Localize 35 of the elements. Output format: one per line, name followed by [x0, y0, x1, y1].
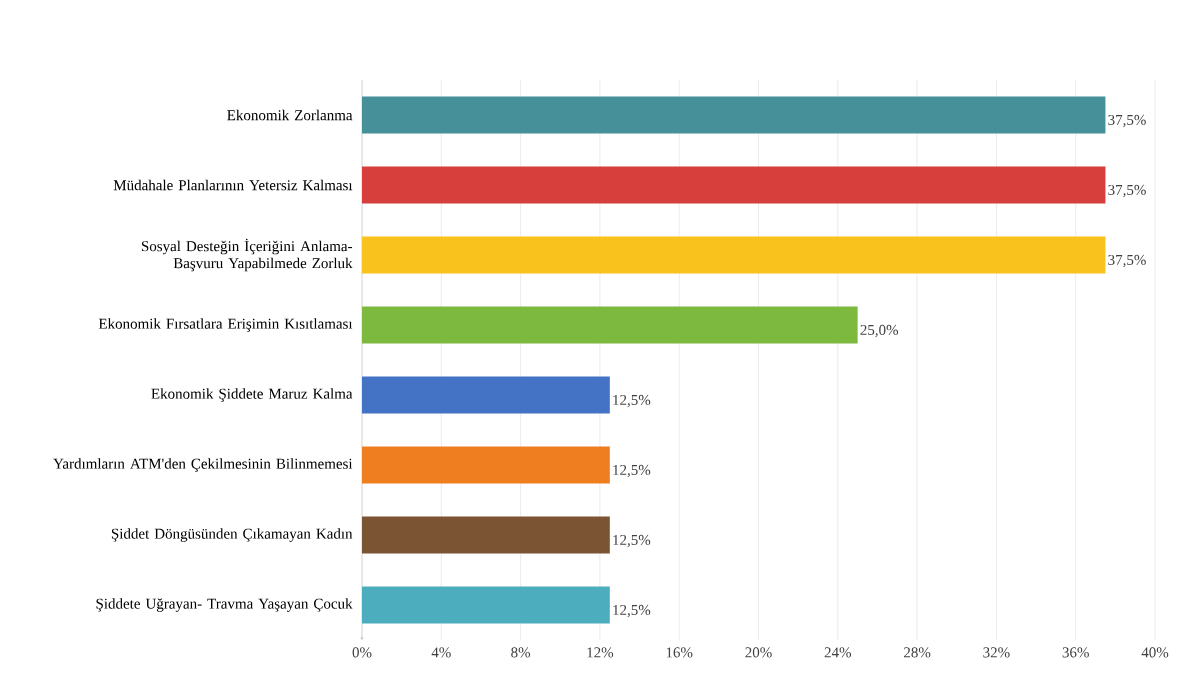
bar: [362, 306, 858, 344]
data-label: 12,5%: [613, 464, 651, 478]
bar: [362, 166, 1106, 204]
y-tick-label: Sosyal Desteğin İçeriğini Anlama- Başvuru Yapabilmede Zorluk: [141, 238, 353, 272]
bar: [362, 586, 610, 624]
x-tick-label: 8%: [511, 647, 531, 658]
data-label: 12,5%: [613, 394, 651, 408]
bar: [362, 236, 1106, 274]
y-tick-label: Müdahale Planlarının Yetersiz Kalması: [113, 179, 353, 191]
bar: [362, 96, 1106, 134]
y-tick-label: Ekonomik Fırsatlara Erişimin Kısıtlaması: [98, 318, 353, 332]
data-label: 12,5%: [613, 534, 651, 548]
x-tick-label: 20%: [745, 647, 772, 658]
x-tick-label: 24%: [824, 647, 852, 658]
x-tick-label: 32%: [983, 647, 1010, 658]
x-tick-label: 36%: [1062, 647, 1089, 658]
bar: [362, 446, 610, 484]
bar: [362, 376, 610, 414]
x-tick-label: 12%: [587, 647, 614, 658]
x-tick-label: 4%: [431, 647, 451, 658]
data-label: 37,5%: [1108, 184, 1146, 198]
x-tick-label: 28%: [904, 647, 931, 658]
y-tick-label: Şiddete Uğrayan- Travma Yaşayan Çocuk: [96, 598, 353, 612]
data-label: 37,5%: [1108, 254, 1146, 268]
y-tick-label: Ekonomik Zorlanma: [227, 109, 353, 121]
y-tick-label: Ekonomik Şiddete Maruz Kalma: [151, 388, 353, 402]
x-tick-label: 40%: [1141, 647, 1169, 658]
y-tick-label: Şiddet Döngüsünden Çıkamayan Kadın: [111, 528, 353, 542]
data-label: 37,5%: [1108, 114, 1146, 128]
data-label: 12,5%: [613, 604, 651, 618]
y-tick-label: Yardımların ATM'den Çekilmesinin Bilinmemesi: [53, 458, 353, 472]
x-tick-label: 0%: [352, 647, 372, 658]
data-label: 25,0%: [860, 324, 899, 338]
bar: [362, 516, 610, 554]
x-tick-label: 16%: [666, 647, 693, 658]
